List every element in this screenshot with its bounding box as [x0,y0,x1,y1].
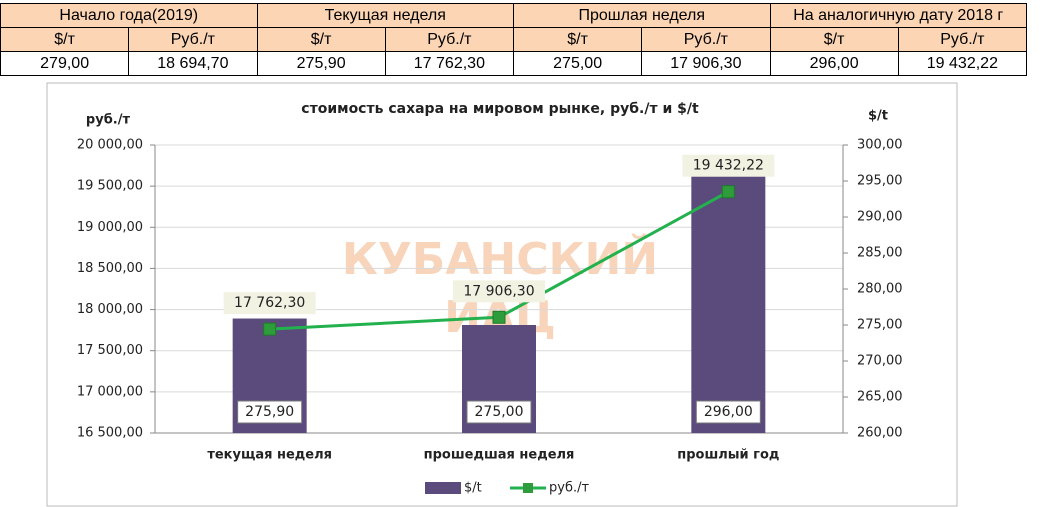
y2-tick-label: 260,00 [857,426,903,441]
unit-header: $/т [256,27,386,52]
y-axis-title: руб./т [86,113,131,128]
data-label: 17 906,30 [463,283,534,299]
y2-tick-label: 290,00 [857,210,903,225]
y-tick-label: 20 000,00 [77,138,143,153]
data-label-box [223,292,316,315]
data-label-box [237,400,303,424]
group-header: Начало года(2019) [0,3,258,28]
y-tick-label: 18 500,00 [77,261,143,276]
value-cell: 17 762,30 [384,51,515,76]
watermark: КУБАНСКИЙ [342,232,658,285]
data-label: 19 432,22 [693,158,764,174]
group-header: На аналогичную дату 2018 г [769,3,1027,28]
data-label: 275,00 [475,404,524,420]
bar [691,173,766,434]
y-tick-label: 17 000,00 [77,384,143,399]
y-tick-label: 19 500,00 [77,179,143,194]
unit-header: Руб./т [384,27,515,52]
y2-tick-label: 265,00 [857,390,903,405]
x-tick-label: текущая неделя [207,448,332,463]
y2-tick-label: 270,00 [857,354,903,369]
value-cell: 18 694,70 [128,51,258,76]
unit-header: $/т [512,27,643,52]
y2-axis-title: $/t [868,109,888,124]
y2-tick-label: 295,00 [857,174,903,189]
group-row: Начало года(2019) Текущая неделя Прошлая н… [0,3,1027,28]
price-table: Начало года(2019) Текущая неделя Прошлая н… [0,3,1028,76]
y2-tick-label: 285,00 [857,246,903,261]
y2-tick-label: 300,00 [857,138,903,153]
data-label-box [682,154,775,177]
x-tick-label: прошедшая неделя [424,448,575,463]
data-label-box [453,280,545,303]
y2-tick-label: 275,00 [857,318,903,333]
line-marker [721,185,735,199]
legend-swatch [523,483,533,493]
line-marker [263,322,277,336]
y-tick-label: 18 000,00 [77,302,143,317]
value-cell: 275,90 [256,51,386,76]
value-row: 279,00 18 694,70 275,90 17 762,30 275,00 17 9… [0,51,1028,76]
y-tick-label: 19 000,00 [77,220,143,235]
value-cell: 19 432,22 [897,51,1028,76]
data-label: 275,90 [245,404,294,420]
legend-swatch [425,482,461,494]
line-marker [492,310,506,324]
unit-row: $/т Руб./т $/т Руб./т $/т Руб./т $/т Руб./т [0,27,1028,52]
data-label-box [695,400,761,424]
value-cell: 296,00 [769,51,899,76]
unit-header: Руб./т [128,27,258,52]
unit-header: Руб./т [641,27,771,52]
y-tick-label: 16 500,00 [77,426,143,441]
legend-label: $/t [464,481,482,496]
y-tick-label: 17 500,00 [77,343,143,358]
data-label-box [466,400,532,424]
data-label: 296,00 [704,404,753,420]
y2-tick-label: 280,00 [857,282,903,297]
unit-header: $/т [0,27,130,52]
legend-label: руб./т [549,481,589,496]
chart-title: стоимость сахара на мировом рынке, руб./… [301,101,699,117]
unit-header: $/т [769,27,899,52]
data-label: 17 762,30 [234,295,305,311]
x-tick-label: прошлый год [677,448,779,463]
value-cell: 279,00 [0,51,130,76]
